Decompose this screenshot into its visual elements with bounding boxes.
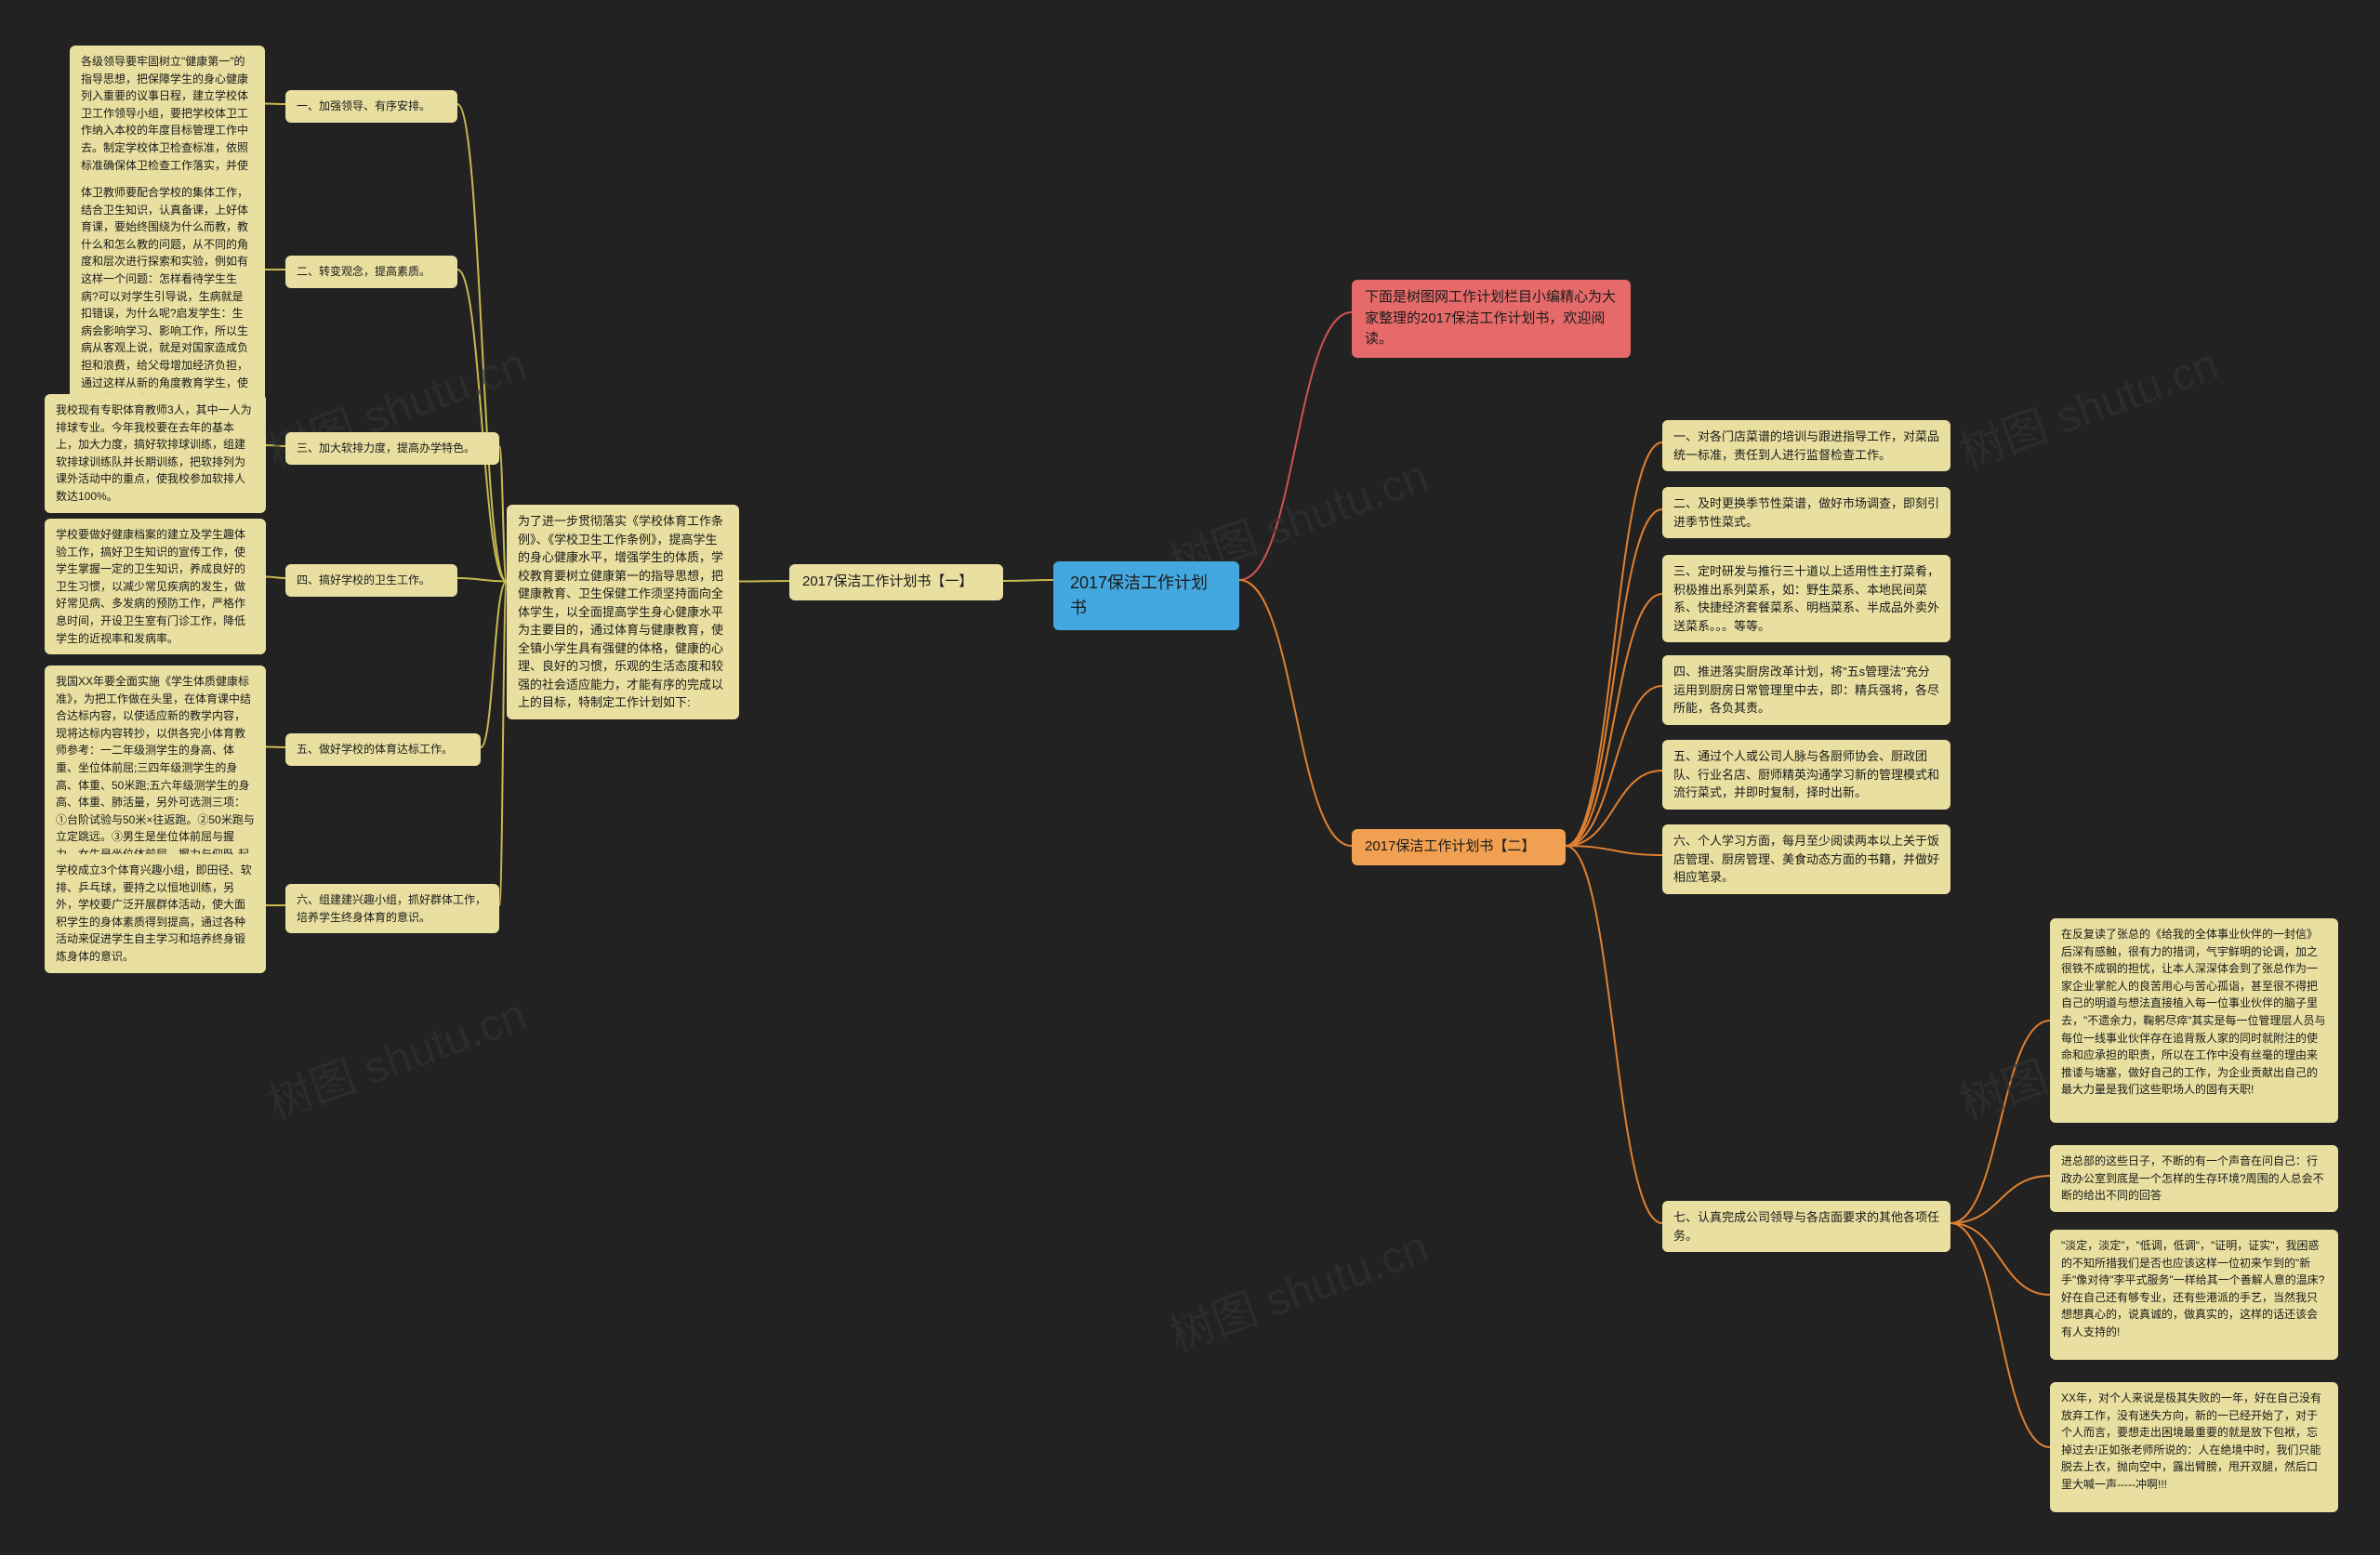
connector [481, 582, 507, 748]
node-label: 下面是树图网工作计划栏目小编精心为大家整理的2017保洁工作计划书，欢迎阅读。 [1365, 289, 1616, 347]
node-label: 学校成立3个体育兴趣小组，即田径、软排、乒乓球，要持之以恒地训练，另外，学校要广… [56, 863, 252, 963]
node-label: 五、通过个人或公司人脉与各厨师协会、厨政团队、行业名店、厨师精英沟通学习新的管理… [1673, 749, 1939, 799]
connection-layer [0, 0, 2380, 1555]
connector [1566, 846, 1662, 855]
node-label: XX年，对个人来说是极其失败的一年，好在自己没有放弃工作，没有迷失方向，新的一已… [2061, 1391, 2321, 1491]
mindmap-node[interactable]: 2017保洁工作计划书【二】 [1352, 829, 1566, 865]
mindmap-node[interactable]: 四、推进落实厨房改革计划，将"五s管理法"充分运用到厨房日常管理里中去，即：精兵… [1662, 655, 1950, 725]
mindmap-node[interactable]: 下面是树图网工作计划栏目小编精心为大家整理的2017保洁工作计划书，欢迎阅读。 [1352, 280, 1631, 358]
watermark: 树图 shutu.cn [1159, 1210, 1435, 1364]
connector [499, 582, 507, 906]
mindmap-node[interactable]: 2017保洁工作计划书 [1053, 561, 1239, 630]
connector [266, 445, 285, 446]
mindmap-node[interactable]: "淡定，淡定"，"低调，低调"，"证明，证实"，我困惑的不知所措我们是否也应该这… [2050, 1230, 2338, 1360]
mindmap-node[interactable]: 七、认真完成公司领导与各店面要求的其他各项任务。 [1662, 1201, 1950, 1252]
node-label: 一、对各门店菜谱的培训与跟进指导工作，对菜品统一标准，责任到人进行监督检查工作。 [1673, 429, 1939, 462]
watermark: 树图 shutu.cn [1950, 327, 2226, 481]
node-label: 二、转变观念，提高素质。 [297, 265, 430, 278]
mindmap-node[interactable]: 三、定时研发与推行三十道以上适用性主打菜肴，积极推出系列菜系，如：野生菜系、本地… [1662, 555, 1950, 642]
mindmap-node[interactable]: 四、搞好学校的卫生工作。 [285, 564, 457, 597]
node-label: 2017保洁工作计划书【一】 [802, 573, 972, 589]
node-label: 七、认真完成公司领导与各店面要求的其他各项任务。 [1673, 1210, 1939, 1243]
mindmap-node[interactable]: 2017保洁工作计划书【一】 [789, 564, 1003, 600]
connector [266, 577, 285, 579]
connector [1003, 580, 1053, 581]
mindmap-node[interactable]: 六、个人学习方面，每月至少阅读两本以上关于饭店管理、厨房管理、美食动态方面的书籍… [1662, 824, 1950, 894]
connector [1566, 771, 1662, 846]
mindmap-node[interactable]: 五、做好学校的体育达标工作。 [285, 733, 481, 766]
connector [499, 446, 507, 582]
node-label: 我校现有专职体育教师3人，其中一人为排球专业。今年我校要在去年的基本上，加大力度… [56, 403, 252, 503]
node-label: 四、搞好学校的卫生工作。 [297, 573, 430, 586]
mindmap-node[interactable]: 一、加强领导、有序安排。 [285, 90, 457, 123]
connector [1950, 1176, 2050, 1223]
node-label: 各级领导要牢固树立"健康第一"的指导思想，把保障学生的身心健康列入重要的议事日程… [81, 55, 248, 189]
connector [457, 578, 507, 582]
node-label: 五、做好学校的体育达标工作。 [297, 743, 453, 756]
mindmap-node[interactable]: 五、通过个人或公司人脉与各厨师协会、厨政团队、行业名店、厨师精英沟通学习新的管理… [1662, 740, 1950, 810]
connector [266, 747, 285, 748]
node-label: 三、定时研发与推行三十道以上适用性主打菜肴，积极推出系列菜系，如：野生菜系、本地… [1673, 564, 1939, 633]
node-label: 四、推进落实厨房改革计划，将"五s管理法"充分运用到厨房日常管理里中去，即：精兵… [1673, 665, 1939, 715]
mindmap-node[interactable]: 三、加大软排力度，提高办学特色。 [285, 432, 499, 465]
node-label: 六、组建建兴趣小组，抓好群体工作，培养学生终身体育的意识。 [297, 893, 486, 924]
connector [457, 104, 507, 582]
node-label: 为了进一步贯彻落实《学校体育工作条例》、《学校卫生工作条例》，提高学生的身心健康… [518, 514, 723, 709]
node-label: 2017保洁工作计划书 [1070, 573, 1208, 617]
node-label: 2017保洁工作计划书【二】 [1365, 838, 1535, 854]
node-label: 我国XX年要全面实施《学生体质健康标准》，为把工作做在头里，在体育课中结合达标内… [56, 675, 255, 878]
connector [1566, 442, 1662, 846]
mindmap-node[interactable]: 进总部的这些日子，不断的有一个声音在问自己：行政办公室到底是一个怎样的生存环境?… [2050, 1145, 2338, 1212]
mindmap-node[interactable]: 一、对各门店菜谱的培训与跟进指导工作，对菜品统一标准，责任到人进行监督检查工作。 [1662, 420, 1950, 471]
connector [1950, 1223, 2050, 1295]
node-label: 二、及时更换季节性菜谱，做好市场调查，即刻引进季节性菜式。 [1673, 496, 1939, 529]
node-label: 一、加强领导、有序安排。 [297, 99, 430, 112]
connector [1566, 686, 1662, 846]
mindmap-node[interactable]: 学校成立3个体育兴趣小组，即田径、软排、乒乓球，要持之以恒地训练，另外，学校要广… [45, 854, 266, 973]
connector [457, 270, 507, 582]
node-label: 三、加大软排力度，提高办学特色。 [297, 441, 475, 455]
node-label: 六、个人学习方面，每月至少阅读两本以上关于饭店管理、厨房管理、美食动态方面的书籍… [1673, 834, 1939, 884]
node-label: 进总部的这些日子，不断的有一个声音在问自己：行政办公室到底是一个怎样的生存环境?… [2061, 1154, 2324, 1202]
watermark: 树图 shutu.cn [258, 978, 534, 1131]
connector [1566, 846, 1662, 1223]
connector [1950, 1021, 2050, 1223]
mindmap-node[interactable]: 在反复读了张总的《给我的全体事业伙伴的一封信》后深有感触，很有力的措词，气宇鲜明… [2050, 918, 2338, 1123]
connector [1566, 594, 1662, 846]
node-label: "淡定，淡定"，"低调，低调"，"证明，证实"，我困惑的不知所措我们是否也应该这… [2061, 1239, 2324, 1338]
mindmap-node[interactable]: 二、及时更换季节性菜谱，做好市场调查，即刻引进季节性菜式。 [1662, 487, 1950, 538]
connector [1239, 580, 1352, 846]
mindmap-node[interactable]: 我校现有专职体育教师3人，其中一人为排球专业。今年我校要在去年的基本上，加大力度… [45, 394, 266, 513]
connector [1566, 509, 1662, 846]
mindmap-node[interactable]: XX年，对个人来说是极其失败的一年，好在自己没有放弃工作，没有迷失方向，新的一已… [2050, 1382, 2338, 1512]
connector [739, 581, 789, 582]
node-label: 学校要做好健康档案的建立及学生趣体验工作，搞好卫生知识的宣传工作，使学生掌握一定… [56, 528, 245, 645]
mindmap-node[interactable]: 学校要做好健康档案的建立及学生趣体验工作，搞好卫生知识的宣传工作，使学生掌握一定… [45, 519, 266, 654]
connector [1239, 312, 1352, 580]
node-label: 在反复读了张总的《给我的全体事业伙伴的一封信》后深有感触，很有力的措词，气宇鲜明… [2061, 928, 2326, 1096]
connector [1950, 1223, 2050, 1447]
connector [265, 104, 285, 105]
mindmap-node[interactable]: 为了进一步贯彻落实《学校体育工作条例》、《学校卫生工作条例》，提高学生的身心健康… [507, 505, 739, 719]
mindmap-node[interactable]: 六、组建建兴趣小组，抓好群体工作，培养学生终身体育的意识。 [285, 884, 499, 933]
mindmap-node[interactable]: 二、转变观念，提高素质。 [285, 256, 457, 288]
